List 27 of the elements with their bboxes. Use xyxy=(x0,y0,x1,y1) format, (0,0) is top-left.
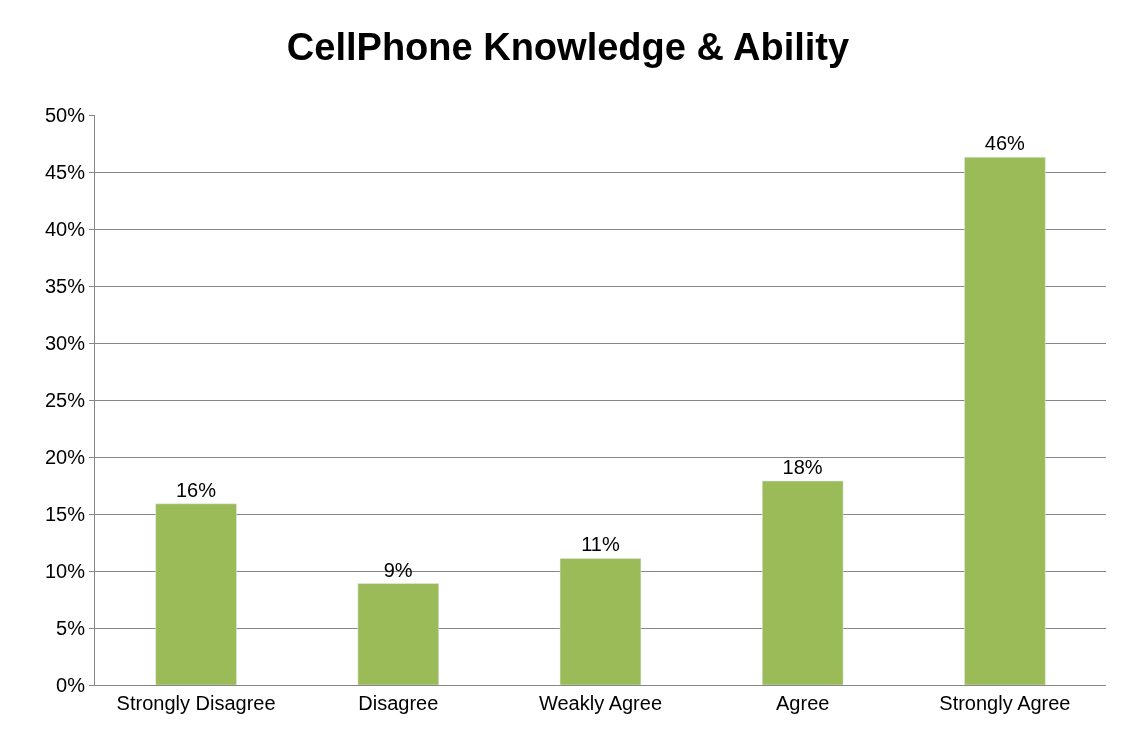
y-tick-label: 50% xyxy=(44,104,86,126)
bar xyxy=(762,480,844,685)
x-tick-label: Strongly Agree xyxy=(939,692,1071,714)
bar xyxy=(964,156,1046,685)
x-tick-label: Strongly Disagree xyxy=(116,692,276,714)
x-tick-label: Disagree xyxy=(358,692,439,714)
y-tick-label: 45% xyxy=(44,161,86,183)
y-tick-label: 30% xyxy=(44,332,86,354)
x-tick-label: Weakly Agree xyxy=(538,692,663,714)
data-label: 16% xyxy=(175,478,217,501)
data-label: 9% xyxy=(383,558,413,581)
bar xyxy=(155,503,237,685)
data-label: 18% xyxy=(782,455,823,478)
y-tick-label: 40% xyxy=(44,218,86,240)
y-tick-label: 25% xyxy=(44,389,86,411)
y-tick-label: 10% xyxy=(44,560,86,582)
chart-title: CellPhone Knowledge & Ability xyxy=(286,26,850,69)
x-tick-label: Agree xyxy=(776,692,830,714)
y-tick-label: 20% xyxy=(44,446,86,468)
y-tick-label: 35% xyxy=(44,275,86,297)
y-tick-label: 5% xyxy=(56,617,86,639)
bar xyxy=(357,583,439,685)
y-tick-label: 0% xyxy=(56,674,86,696)
data-label: 46% xyxy=(984,132,1026,155)
data-label: 11% xyxy=(581,533,620,556)
bar xyxy=(559,558,642,685)
y-tick-label: 15% xyxy=(44,503,86,525)
